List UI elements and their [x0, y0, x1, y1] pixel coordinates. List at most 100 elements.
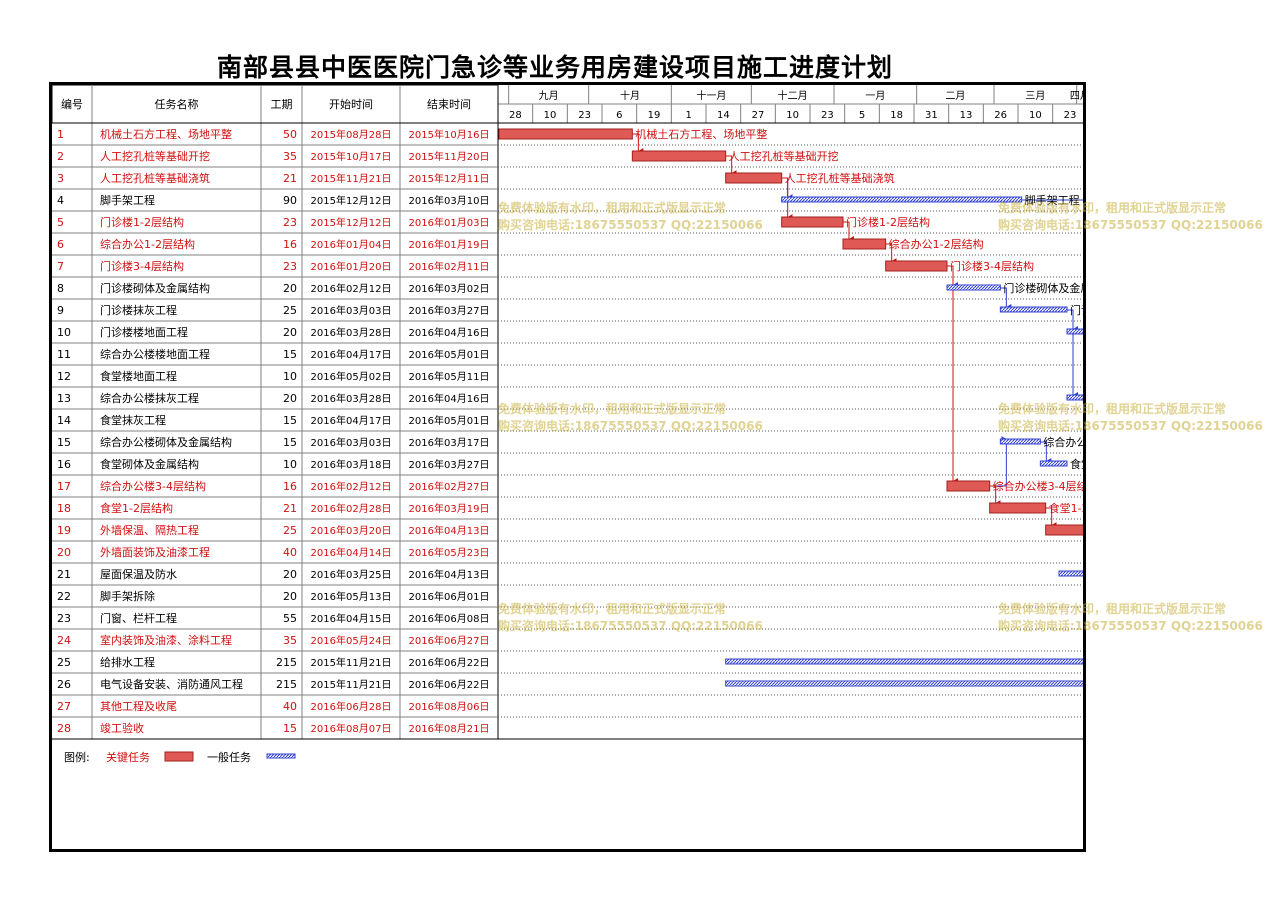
task-end: 2016年04月13日: [409, 568, 490, 581]
dependency-link: [725, 155, 737, 176]
day-label: 10: [1029, 110, 1042, 121]
task-duration: 35: [283, 150, 297, 163]
task-id: 2: [57, 150, 64, 163]
task-start: 2016年04月17日: [311, 414, 392, 427]
day-label: 28: [509, 110, 522, 121]
task-name: 外墙保温、隔热工程: [100, 523, 199, 537]
task-duration: 25: [283, 524, 297, 537]
column-header: 任务名称: [155, 97, 199, 111]
task-end: 2016年06月22日: [409, 678, 490, 691]
watermark: 免费体验版有水印，租用和正式版显示正常 购买咨询电话:18675550537 QQ…: [998, 402, 1263, 433]
task-start: 2016年04月17日: [311, 348, 392, 361]
task-end: 2016年02月27日: [409, 480, 490, 493]
day-label: 6: [616, 110, 622, 121]
task-end: 2016年06月22日: [409, 656, 490, 669]
legend-normal-label: 一般任务: [207, 751, 251, 764]
task-duration: 55: [283, 612, 297, 625]
task-name: 食堂楼地面工程: [100, 369, 177, 383]
task-name: 门诊楼砌体及金属结构: [100, 281, 210, 295]
task-duration: 15: [283, 722, 297, 735]
task-end: 2016年03月27日: [409, 458, 490, 471]
month-label: 三月: [1025, 90, 1045, 102]
task-end: 2016年05月23日: [409, 546, 490, 559]
task-end: 2016年08月21日: [409, 722, 490, 735]
task-name: 给排水工程: [100, 655, 155, 669]
task-duration: 40: [283, 700, 297, 713]
normal-task-bar: [1039, 460, 1068, 467]
task-id: 12: [57, 370, 71, 383]
task-duration: 23: [283, 260, 297, 273]
legend-normal-swatch: [266, 753, 296, 759]
normal-task-bar: [781, 196, 1023, 203]
task-start: 2016年05月24日: [311, 634, 392, 647]
bar-label: 食堂1-2层结构: [1049, 501, 1083, 515]
normal-task-bar: [1066, 394, 1083, 401]
task-name: 综合办公楼3-4层结构: [100, 479, 206, 493]
day-label: 1: [685, 110, 691, 121]
task-duration: 40: [283, 546, 297, 559]
task-duration: 15: [283, 348, 297, 361]
task-duration: 90: [283, 194, 297, 207]
task-start: 2015年08月28日: [311, 128, 392, 141]
task-duration: 25: [283, 304, 297, 317]
task-name: 屋面保温及防水: [100, 567, 177, 581]
task-start: 2016年04月14日: [311, 546, 392, 559]
task-name: 外墙面装饰及油漆工程: [100, 545, 210, 559]
task-id: 21: [57, 568, 71, 581]
task-name: 门诊楼3-4层结构: [100, 259, 184, 273]
bar-label: 门诊楼砌体及金属结构: [1003, 281, 1083, 295]
task-name: 综合办公1-2层结构: [100, 237, 195, 251]
bar-label: 食堂砌体及金属结构: [1070, 457, 1083, 471]
watermark: 免费体验版有水印，租用和正式版显示正常 购买咨询电话:18675550537 QQ…: [998, 602, 1263, 633]
task-end: 2016年06月01日: [409, 590, 490, 603]
dependency-link: [947, 265, 959, 484]
watermark: 免费体验版有水印，租用和正式版显示正常 购买咨询电话:18675550537 QQ…: [998, 201, 1263, 232]
task-name: 综合办公楼抹灰工程: [100, 391, 199, 405]
day-label: 23: [578, 110, 591, 121]
task-id: 16: [57, 458, 71, 471]
bar-label: 综合办公1-2层结构: [889, 237, 984, 251]
task-end: 2016年03月17日: [409, 436, 490, 449]
task-id: 8: [57, 282, 64, 295]
task-id: 24: [57, 634, 71, 647]
task-name: 脚手架拆除: [100, 589, 155, 603]
critical-task-bar: [989, 502, 1047, 514]
normal-task-bar: [1066, 328, 1083, 335]
month-label: 二月: [945, 90, 965, 102]
task-start: 2015年11月21日: [311, 656, 392, 669]
normal-task-bar: [999, 438, 1041, 445]
task-end: 2015年11月20日: [409, 150, 490, 163]
bar-label: 机械土石方工程、场地平整: [635, 127, 767, 141]
normal-task-bar: [999, 306, 1068, 313]
task-id: 4: [57, 194, 64, 207]
task-end: 2016年02月11日: [409, 260, 490, 273]
critical-task-bar: [781, 216, 844, 228]
day-label: 31: [925, 110, 938, 121]
dependency-link: [1040, 441, 1052, 464]
gantt-frame: 编号 任务名称 工期 开始时间 结束时间 28 10 23 6 19 1 14 27 10 23 5 18 31 1…: [49, 82, 1086, 852]
day-label: 19: [648, 110, 661, 121]
task-duration: 20: [283, 282, 297, 295]
task-start: 2016年03月25日: [311, 568, 392, 581]
column-header: 开始时间: [329, 97, 373, 111]
bar-label: 人工挖孔桩等基础开挖: [729, 149, 839, 163]
task-duration: 215: [276, 678, 297, 691]
day-label: 27: [752, 110, 765, 121]
task-id: 18: [57, 502, 71, 515]
task-start: 2016年04月15日: [311, 612, 392, 625]
task-end: 2016年06月08日: [409, 612, 490, 625]
task-end: 2016年03月02日: [409, 282, 490, 295]
task-start: 2015年12月12日: [311, 216, 392, 229]
dependency-link: [843, 221, 855, 242]
task-name: 门诊楼1-2层结构: [100, 215, 184, 229]
normal-task-bar: [1058, 570, 1083, 577]
task-end: 2016年04月16日: [409, 326, 490, 339]
task-start: 2016年01月20日: [311, 260, 392, 273]
critical-task-bar: [946, 480, 991, 492]
task-id: 23: [57, 612, 71, 625]
bar-label: 人工挖孔桩等基础浇筑: [785, 171, 895, 185]
task-id: 28: [57, 722, 71, 735]
task-start: 2016年02月28日: [311, 502, 392, 515]
critical-task-bar: [1045, 524, 1083, 536]
